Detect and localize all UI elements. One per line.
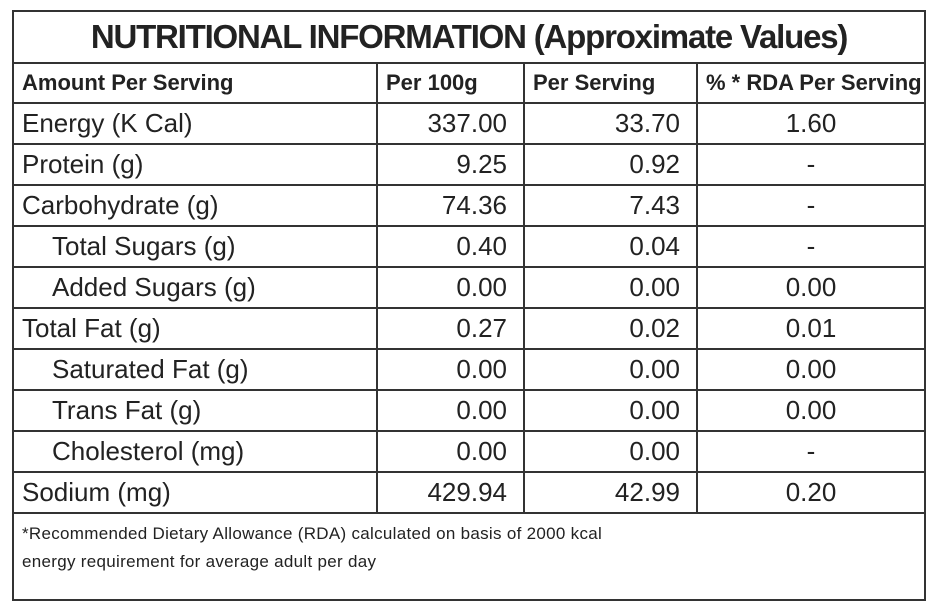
table-row: Trans Fat (g) 0.00 0.00 0.00 [14,389,924,432]
nutrient-label: Trans Fat (g) [14,389,378,432]
value-cell: 0.00 [376,348,525,391]
value-cell: 9.25 [376,143,525,186]
header-cell: Per 100g [376,64,525,104]
value-cell: 42.99 [523,471,698,514]
value-cell: 0.01 [696,307,924,350]
value-cell: 7.43 [523,184,698,227]
value-cell: 0.00 [376,430,525,473]
table-row: Cholesterol (mg) 0.00 0.00- [14,430,924,473]
table-header: Amount Per Serving Per 100g Per Serving% *… [14,64,924,104]
footnote-line: *Recommended Dietary Allowance (RDA) cal… [22,524,603,543]
table-body: Energy (K Cal) 337.00 33.70 1.60 Protein (g)… [14,103,924,514]
value-cell: 0.00 [523,266,698,309]
value-cell: 0.92 [523,143,698,186]
table-row: Added Sugars (g) 0.00 0.00 0.00 [14,266,924,309]
nutrient-label: Sodium (mg) [14,471,378,514]
header-cell: % * RDA Per Serving [696,64,924,104]
value-cell: 0.00 [696,266,924,309]
value-cell: - [696,184,924,227]
table-row: Saturated Fat (g) 0.00 0.00 0.00 [14,348,924,391]
table-row: Total Sugars (g) 0.40 0.04- [14,225,924,268]
nutrition-panel: NUTRITIONAL INFORMATION (Approximate Val… [12,10,926,601]
value-cell: - [696,225,924,268]
header-row: Amount Per Serving Per 100g Per Serving% *… [14,64,924,104]
nutrient-label: Total Sugars (g) [14,225,378,268]
value-cell: 0.40 [376,225,525,268]
value-cell: 0.20 [696,471,924,514]
table-row: Total Fat (g) 0.27 0.02 0.01 [14,307,924,350]
footnote: *Recommended Dietary Allowance (RDA) cal… [14,514,924,582]
value-cell: 0.00 [696,348,924,391]
value-cell: 1.60 [696,103,924,145]
nutrient-label: Total Fat (g) [14,307,378,350]
nutrient-label: Energy (K Cal) [14,103,378,145]
value-cell: 0.00 [376,266,525,309]
nutrient-label: Carbohydrate (g) [14,184,378,227]
nutrient-label: Cholesterol (mg) [14,430,378,473]
nutrient-label: Protein (g) [14,143,378,186]
value-cell: 0.00 [696,389,924,432]
value-cell: 0.00 [376,389,525,432]
value-cell: 337.00 [376,103,525,145]
table-row: Sodium (mg) 429.94 42.99 0.20 [14,471,924,514]
header-cell: Amount Per Serving [14,64,378,104]
table-row: Energy (K Cal) 337.00 33.70 1.60 [14,103,924,145]
value-cell: 33.70 [523,103,698,145]
value-cell: 0.00 [523,389,698,432]
value-cell: 74.36 [376,184,525,227]
table-row: Protein (g) 9.25 0.92- [14,143,924,186]
value-cell: 0.04 [523,225,698,268]
nutrient-label: Added Sugars (g) [14,266,378,309]
value-cell: - [696,143,924,186]
nutrition-table: Amount Per Serving Per 100g Per Serving% *… [14,64,924,514]
value-cell: 429.94 [376,471,525,514]
value-cell: - [696,430,924,473]
value-cell: 0.00 [523,348,698,391]
nutrient-label: Saturated Fat (g) [14,348,378,391]
value-cell: 0.27 [376,307,525,350]
table-row: Carbohydrate (g) 74.36 7.43- [14,184,924,227]
value-cell: 0.00 [523,430,698,473]
title: NUTRITIONAL INFORMATION (Approximate Val… [14,12,924,64]
header-cell: Per Serving [523,64,698,104]
value-cell: 0.02 [523,307,698,350]
footnote-line: energy requirement for average adult per… [22,552,377,571]
